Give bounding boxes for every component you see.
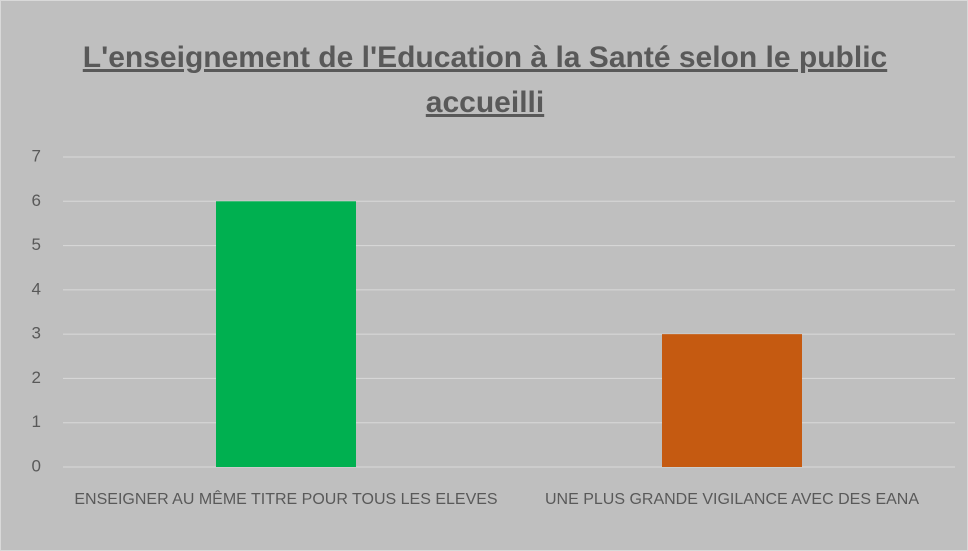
- y-tick-label: 2: [32, 368, 41, 387]
- x-tick-label: UNE PLUS GRANDE VIGILANCE AVEC DES EANA: [544, 491, 920, 508]
- y-tick-label: 1: [32, 412, 41, 431]
- bar: [662, 334, 802, 467]
- x-tick-label: ENSEIGNER AU MÊME TITRE POUR TOUS LES EL…: [74, 491, 498, 508]
- y-tick-label: 7: [32, 146, 41, 165]
- chart-title: L'enseignement de l'Education à la Santé…: [82, 41, 888, 119]
- y-tick-label: 3: [32, 324, 41, 343]
- y-tick-label: 6: [32, 191, 41, 210]
- y-tick-label: 4: [32, 279, 41, 298]
- y-tick-label: 5: [32, 235, 41, 254]
- y-tick-label: 0: [32, 456, 41, 475]
- bar: [216, 201, 356, 468]
